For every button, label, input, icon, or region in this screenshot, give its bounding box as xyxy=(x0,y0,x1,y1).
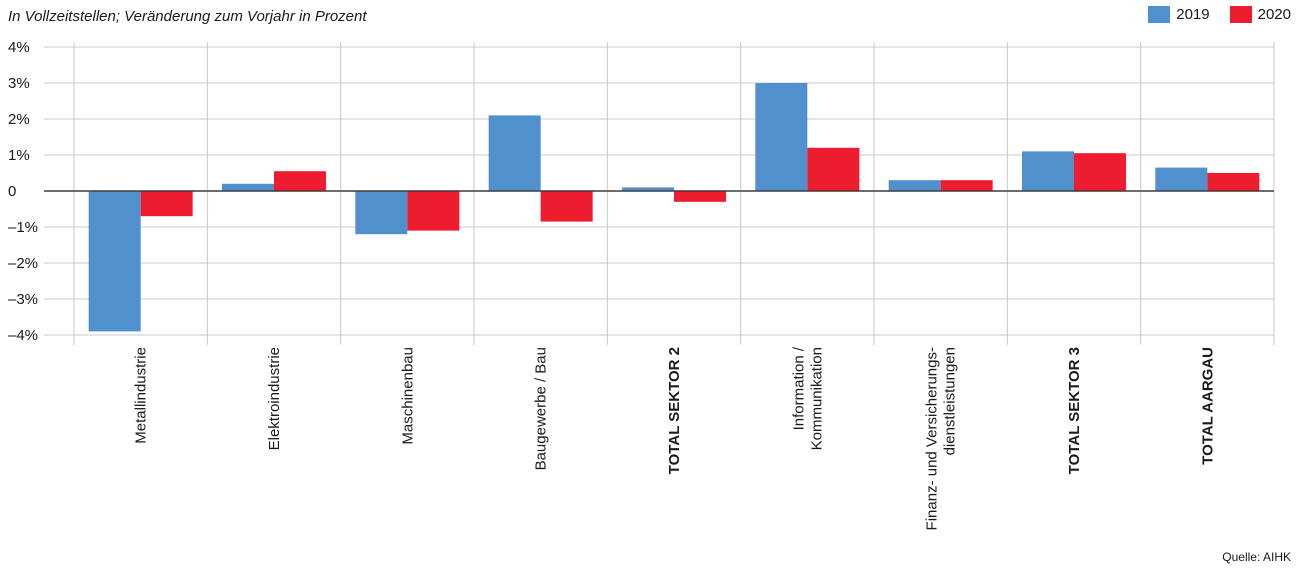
bar-2020-3 xyxy=(540,191,593,222)
legend-item-2019: 2019 xyxy=(1148,6,1210,23)
bar-2020-7 xyxy=(1074,153,1126,191)
y-tick-label: 3% xyxy=(8,75,30,92)
bar-2019-7 xyxy=(1022,151,1074,191)
bar-2019-4 xyxy=(622,187,674,191)
y-tick-label: –4% xyxy=(8,327,38,344)
bar-2019-6 xyxy=(888,180,941,191)
category-label: Kommunikation xyxy=(808,347,825,450)
bar-2019-1 xyxy=(222,183,274,191)
y-tick-label: –3% xyxy=(8,291,38,308)
bar-2019-2 xyxy=(355,191,408,235)
bar-2020-1 xyxy=(274,171,326,191)
y-tick-label: 2% xyxy=(8,111,30,128)
legend-item-2020: 2020 xyxy=(1229,6,1291,23)
y-tick-label: –2% xyxy=(8,255,38,272)
category-label: Information / xyxy=(790,346,807,430)
bar-2020-0 xyxy=(140,191,193,217)
legend-swatch-2019 xyxy=(1148,6,1171,23)
category-label: Elektroindustrie xyxy=(266,347,283,450)
bar-2020-4 xyxy=(674,191,726,202)
category-label: Maschinenbau xyxy=(399,347,416,445)
y-tick-label: 0 xyxy=(8,183,16,200)
bar-2019-5 xyxy=(755,83,808,191)
bar-2019-3 xyxy=(488,115,541,191)
source-note: Quelle: AIHK xyxy=(1222,550,1291,564)
bar-2020-2 xyxy=(407,191,460,231)
legend-label-2020: 2020 xyxy=(1257,6,1291,23)
legend-swatch-2020 xyxy=(1229,6,1252,23)
category-label: TOTAL AARGAU xyxy=(1199,347,1216,465)
category-label: TOTAL SEKTOR 3 xyxy=(1066,347,1083,474)
category-label: Baugewerbe / Bau xyxy=(533,347,550,470)
legend-label-2019: 2019 xyxy=(1176,6,1210,23)
bar-2020-6 xyxy=(940,180,993,191)
chart-subtitle: In Vollzeitstellen; Veränderung zum Vorj… xyxy=(8,8,367,25)
category-label: dienstleistungen xyxy=(942,347,959,455)
category-label: Finanz- und Versicherungs- xyxy=(924,347,941,530)
y-tick-label: –1% xyxy=(8,219,38,236)
bar-2019-8 xyxy=(1155,167,1208,191)
legend: 2019 2020 xyxy=(1148,6,1291,23)
y-tick-label: 1% xyxy=(8,147,30,164)
category-label: TOTAL SEKTOR 2 xyxy=(666,347,683,474)
category-label: Metallindustrie xyxy=(133,347,150,444)
bar-2019-0 xyxy=(88,191,141,332)
bar-2020-8 xyxy=(1207,173,1260,191)
y-tick-label: 4% xyxy=(8,39,30,56)
bar-2020-5 xyxy=(807,147,860,191)
